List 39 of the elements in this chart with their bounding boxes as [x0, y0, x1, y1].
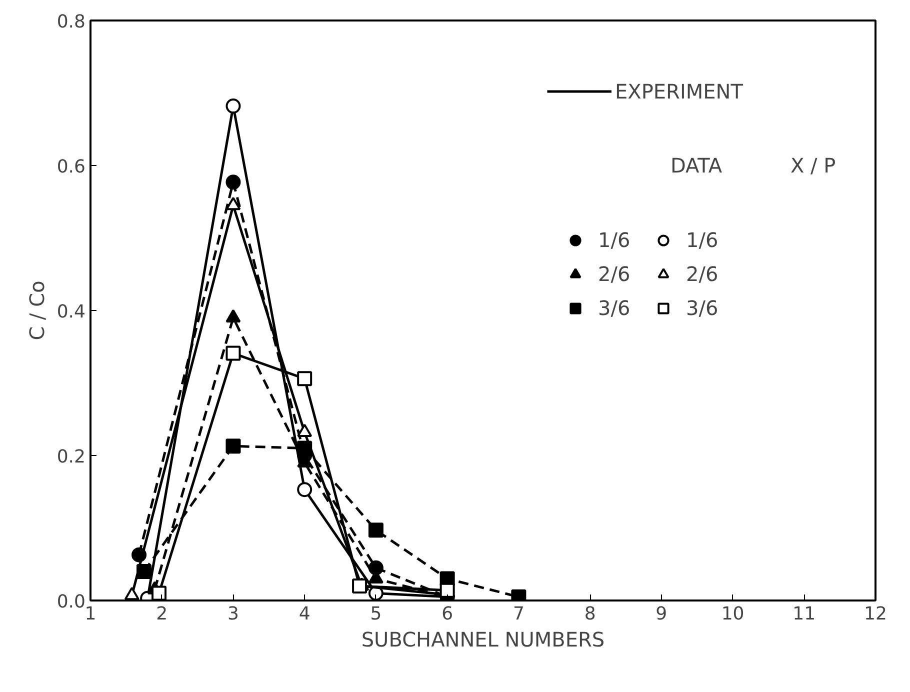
x-axis-title: SUBCHANNEL NUMBERS: [361, 628, 605, 652]
annotation: DATA: [670, 154, 722, 178]
x-tick-label: 11: [792, 604, 816, 624]
x-tick-label: 9: [656, 604, 668, 624]
x-tick-label: 7: [512, 604, 524, 624]
y-tick-label: 0.6: [56, 156, 86, 178]
point: [226, 438, 241, 454]
point: [297, 371, 312, 386]
y-axis-title: C / Co: [24, 280, 49, 340]
x-tick-label: 2: [156, 604, 168, 624]
x-tick-label: 3: [228, 604, 239, 624]
y-tick-label: 0.2: [56, 446, 86, 468]
legend-label: 2/6: [598, 262, 632, 286]
legend-label: 2/6: [686, 262, 720, 286]
x-tick-label: 10: [721, 604, 744, 624]
x-tick-label: 4: [298, 604, 310, 624]
x-tick-label: 5: [370, 604, 382, 624]
legend-label: 3/6: [686, 296, 720, 320]
y-tick-label: 0.8: [56, 12, 86, 32]
x-tick-label: 12: [864, 604, 887, 624]
point: [368, 522, 384, 538]
point: [226, 346, 241, 361]
point: [152, 586, 167, 600]
annotation: EXPERIMENT: [615, 80, 744, 104]
x-tick-label: 1: [84, 604, 96, 624]
y-tick-label: 0.0: [56, 592, 86, 612]
legend-label: 1/6: [598, 228, 632, 252]
point: [226, 174, 241, 190]
point: [136, 564, 152, 579]
legend-label: 1/6: [686, 228, 720, 252]
legend-label: 3/6: [598, 296, 632, 320]
point: [297, 482, 312, 498]
annotation: X / P: [790, 154, 836, 178]
y-tick-label: 0.4: [56, 302, 86, 322]
x-tick-label: 8: [584, 604, 596, 624]
point: [440, 582, 455, 598]
point: [352, 578, 368, 594]
x-tick-label: 6: [442, 604, 454, 624]
point: [226, 98, 241, 114]
